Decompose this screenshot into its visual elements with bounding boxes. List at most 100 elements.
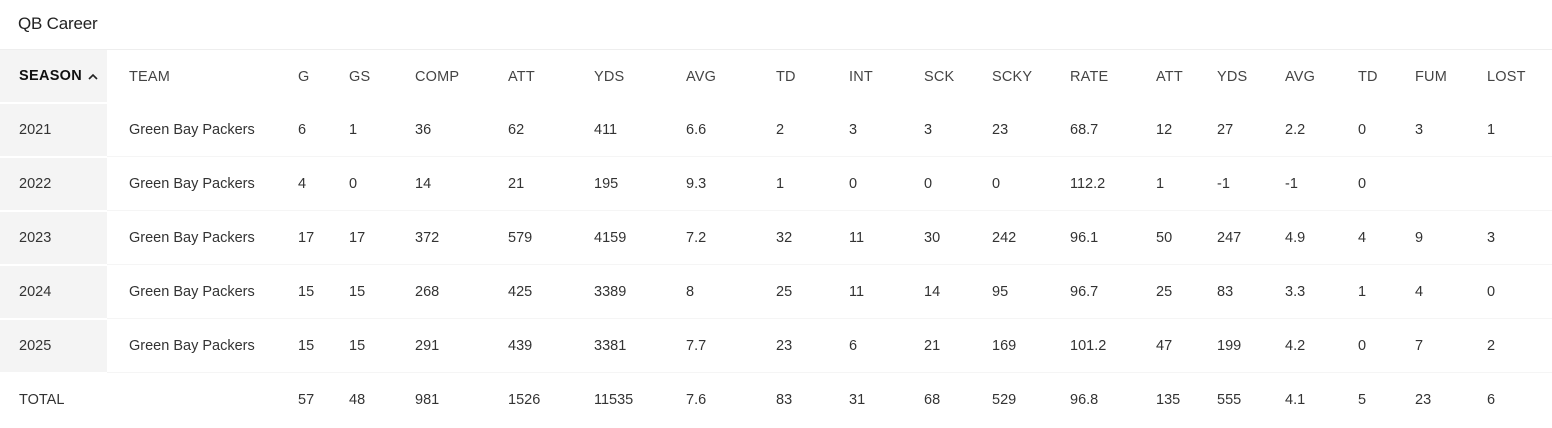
column-header-rush-td[interactable]: TD bbox=[1358, 68, 1378, 85]
column-header-team[interactable]: TEAM bbox=[129, 68, 171, 85]
stat-cell: 4.2 bbox=[1285, 338, 1306, 354]
season-cell: 2024 bbox=[0, 265, 107, 320]
stat-cell: 7.2 bbox=[686, 230, 707, 246]
stat-cell: 83 bbox=[1217, 284, 1234, 300]
stat-cell: 47 bbox=[1156, 338, 1173, 354]
total-stat-cell: 57 bbox=[298, 392, 315, 408]
stat-cell: 12 bbox=[1156, 122, 1173, 138]
table-row: 2021 Green Bay Packers 6 1 36 62 411 6.6 2 3 3 23 68… bbox=[0, 103, 1552, 158]
table-row: 2024 Green Bay Packers 15 15 268 425 3389 8 25 11… bbox=[0, 265, 1552, 320]
stat-cell: 0 bbox=[1358, 122, 1367, 138]
stat-cell: 32 bbox=[776, 230, 793, 246]
total-team-cell bbox=[107, 373, 276, 427]
total-stat-cell: 135 bbox=[1156, 392, 1181, 408]
stat-cell: 96.1 bbox=[1070, 230, 1099, 246]
stat-cell: 23 bbox=[992, 122, 1009, 138]
stat-cell: 0 bbox=[992, 176, 1001, 192]
season-cell: 2022 bbox=[0, 157, 107, 212]
stat-cell: 0 bbox=[849, 176, 858, 192]
total-stat-cell: 981 bbox=[415, 392, 440, 408]
stat-cell: 3 bbox=[1415, 122, 1424, 138]
total-stat-cell: 11535 bbox=[594, 392, 634, 408]
column-header-lost[interactable]: LOST bbox=[1487, 68, 1526, 85]
column-header-season[interactable]: SEASON bbox=[0, 50, 107, 104]
column-header-pass-att[interactable]: ATT bbox=[508, 68, 535, 85]
column-header-fum[interactable]: FUM bbox=[1415, 68, 1448, 85]
stat-cell: 2 bbox=[776, 122, 785, 138]
stat-cell: 372 bbox=[415, 230, 440, 246]
stat-cell: 3 bbox=[1487, 230, 1496, 246]
stat-cell: 96.7 bbox=[1070, 284, 1099, 300]
stat-cell: 199 bbox=[1217, 338, 1242, 354]
stat-cell: 30 bbox=[924, 230, 941, 246]
stat-cell: 579 bbox=[508, 230, 533, 246]
stat-cell: 3389 bbox=[594, 284, 627, 300]
header-row: SEASON TEAM G GS COMP ATT YDS AVG TD INT… bbox=[0, 50, 1552, 104]
stat-cell: 3 bbox=[849, 122, 858, 138]
stat-cell: -1 bbox=[1217, 176, 1230, 192]
team-cell: Green Bay Packers bbox=[129, 338, 255, 354]
column-header-rush-att[interactable]: ATT bbox=[1156, 68, 1183, 85]
stat-cell: 1 bbox=[1156, 176, 1165, 192]
total-label: TOTAL bbox=[0, 373, 107, 428]
stat-cell: 23 bbox=[776, 338, 793, 354]
stat-cell: 439 bbox=[508, 338, 533, 354]
table-row: 2023 Green Bay Packers 17 17 372 579 4159 7.2 32… bbox=[0, 211, 1552, 266]
column-header-rush-avg[interactable]: AVG bbox=[1285, 68, 1316, 85]
total-stat-cell: 83 bbox=[776, 392, 793, 408]
team-cell: Green Bay Packers bbox=[129, 176, 255, 192]
stat-cell: 68.7 bbox=[1070, 122, 1099, 138]
stat-cell: 6.6 bbox=[686, 122, 707, 138]
column-header-pass-yds[interactable]: YDS bbox=[594, 68, 625, 85]
column-header-label: SEASON bbox=[19, 68, 83, 84]
column-header-g[interactable]: G bbox=[298, 68, 310, 85]
stat-cell bbox=[1415, 157, 1487, 211]
stat-cell: 15 bbox=[298, 284, 315, 300]
stat-cell: 3.3 bbox=[1285, 284, 1306, 300]
stat-cell: 3 bbox=[924, 122, 933, 138]
column-header-comp[interactable]: COMP bbox=[415, 68, 460, 85]
column-header-gs[interactable]: GS bbox=[349, 68, 371, 85]
stat-cell: 1 bbox=[349, 122, 358, 138]
total-stat-cell: 5 bbox=[1358, 392, 1367, 408]
stat-cell: 11 bbox=[849, 284, 865, 300]
column-header-rate[interactable]: RATE bbox=[1070, 68, 1109, 85]
stat-cell: 7 bbox=[1415, 338, 1424, 354]
stat-cell: 17 bbox=[298, 230, 315, 246]
stat-cell: 14 bbox=[924, 284, 941, 300]
column-header-scky[interactable]: SCKY bbox=[992, 68, 1033, 85]
stat-cell: 6 bbox=[849, 338, 858, 354]
stat-cell: 0 bbox=[349, 176, 358, 192]
stat-cell: 8 bbox=[686, 284, 695, 300]
stat-cell: 411 bbox=[594, 122, 618, 138]
stat-cell: 62 bbox=[508, 122, 525, 138]
stat-cell: 4159 bbox=[594, 230, 627, 246]
stat-cell: 0 bbox=[1358, 338, 1367, 354]
total-stat-cell: 1526 bbox=[508, 392, 541, 408]
stat-cell: 15 bbox=[298, 338, 315, 354]
stat-cell: -1 bbox=[1285, 176, 1298, 192]
stat-cell: 2 bbox=[1487, 338, 1496, 354]
column-header-int[interactable]: INT bbox=[849, 68, 873, 85]
column-header-rush-yds[interactable]: YDS bbox=[1217, 68, 1248, 85]
table-title: QB Career bbox=[18, 14, 98, 33]
table-row: 2022 Green Bay Packers 4 0 14 21 195 9.3 1 0 0 0 112… bbox=[0, 157, 1552, 212]
season-cell: 2023 bbox=[0, 211, 107, 266]
total-stat-cell: 23 bbox=[1415, 392, 1432, 408]
total-stat-cell: 96.8 bbox=[1070, 392, 1099, 408]
team-cell: Green Bay Packers bbox=[129, 122, 255, 138]
stat-cell: 247 bbox=[1217, 230, 1242, 246]
stat-cell: 101.2 bbox=[1070, 338, 1107, 354]
team-cell: Green Bay Packers bbox=[129, 230, 255, 246]
stat-cell: 9 bbox=[1415, 230, 1424, 246]
total-stat-cell: 31 bbox=[849, 392, 866, 408]
stat-cell: 242 bbox=[992, 230, 1017, 246]
column-header-pass-td[interactable]: TD bbox=[776, 68, 796, 85]
stat-cell: 1 bbox=[776, 176, 785, 192]
stat-cell: 27 bbox=[1217, 122, 1234, 138]
column-header-sck[interactable]: SCK bbox=[924, 68, 955, 85]
stat-cell: 0 bbox=[1487, 284, 1496, 300]
column-header-pass-avg[interactable]: AVG bbox=[686, 68, 717, 85]
team-cell: Green Bay Packers bbox=[129, 284, 255, 300]
total-stat-cell: 68 bbox=[924, 392, 941, 408]
